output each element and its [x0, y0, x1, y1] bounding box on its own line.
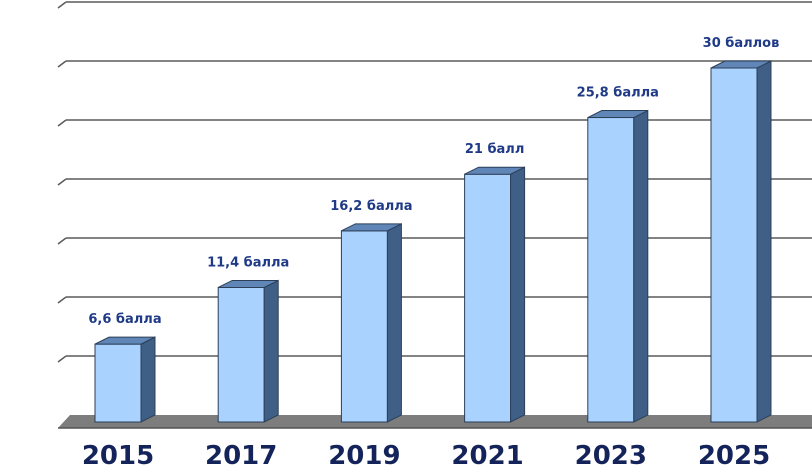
- bar: [464, 166, 526, 423]
- gridline-tick: [57, 60, 67, 68]
- bar-side: [263, 279, 279, 423]
- gridline-tick: [57, 178, 67, 186]
- category-label: 2019: [328, 441, 400, 468]
- bar-data-label: 11,4 балла: [207, 255, 289, 270]
- bar-top: [464, 166, 525, 175]
- bar-side: [386, 223, 402, 423]
- bar-front: [94, 343, 142, 423]
- bar-top: [587, 110, 649, 119]
- bar-data-label: 25,8 балла: [577, 86, 659, 101]
- bar: [710, 60, 772, 423]
- bar-side: [633, 109, 649, 423]
- category-label: 2015: [82, 441, 154, 468]
- category-label: 2023: [575, 441, 647, 468]
- chart-data-labels: 6,6 балла 11,4 балла 16,2 балла 21 балл 25,8…: [88, 36, 779, 327]
- bar-side: [140, 336, 156, 423]
- chart-gridlines: [57, 1, 812, 363]
- bar: [94, 336, 156, 423]
- bar-data-label: 21 балл: [465, 142, 525, 157]
- chart-bars: [94, 60, 772, 423]
- gridline-tick: [57, 237, 67, 245]
- bar-front: [587, 117, 635, 423]
- gridline-tick: [57, 1, 67, 9]
- bar-front: [217, 286, 265, 423]
- bar: [340, 223, 402, 423]
- gridline-tick: [57, 119, 67, 127]
- category-label: 2017: [205, 441, 277, 468]
- bar-side: [510, 166, 526, 423]
- chart-floor: [58, 415, 812, 429]
- bar: [217, 279, 279, 423]
- bar-data-label: 6,6 балла: [88, 312, 161, 327]
- bar-top: [341, 223, 402, 232]
- gridline-tick: [57, 296, 67, 304]
- bar: [587, 109, 649, 423]
- bar-data-label: 30 баллов: [703, 36, 780, 51]
- floor-plane: [58, 415, 812, 428]
- chart-category-labels: 2015 2017 2019 2021 2023 2025: [82, 441, 770, 468]
- bar-top: [217, 279, 279, 288]
- bar-data-label: 16,2 балла: [330, 199, 412, 214]
- category-label: 2021: [451, 441, 523, 468]
- bar-front: [464, 173, 512, 423]
- bar-front: [340, 230, 388, 423]
- bar-side: [756, 60, 772, 423]
- category-label: 2025: [698, 441, 770, 468]
- bar-front: [710, 67, 758, 423]
- gridline-tick: [57, 355, 67, 363]
- bar-top: [710, 60, 772, 69]
- bar-top: [94, 336, 156, 345]
